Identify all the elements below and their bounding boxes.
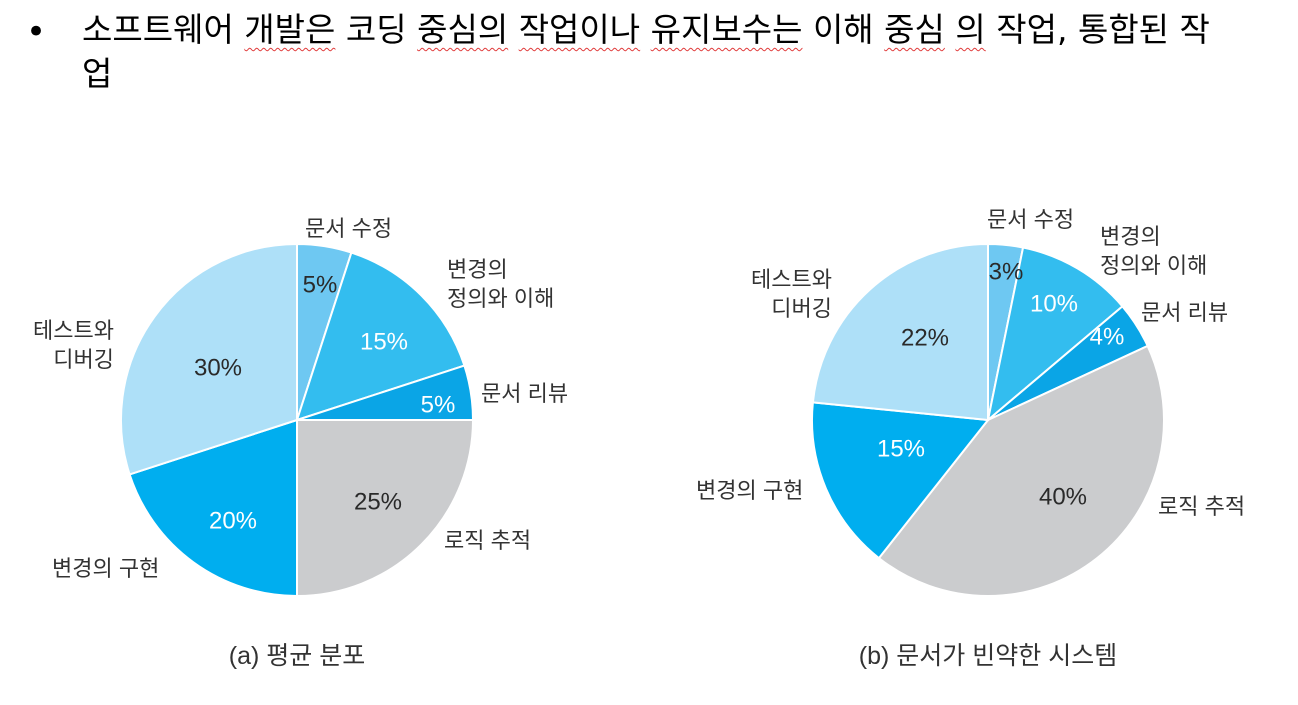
slice-value-label: 30% (194, 354, 242, 381)
slice-value-label: 15% (360, 328, 408, 355)
slice-category-label: 로직 추적 (1158, 494, 1245, 519)
slice-category-label: 변경의 정의와 이해 (1100, 224, 1207, 278)
slice-category-label: 문서 수정 (305, 216, 392, 241)
slice-category-label: 변경의 구현 (696, 478, 803, 503)
slice-value-label: 5% (303, 271, 338, 298)
bullet-text-segment: 코딩 (335, 10, 418, 49)
chart-caption: (b) 문서가 빈약한 시스템 (859, 642, 1117, 670)
bullet-text-segment: 중심 (884, 10, 945, 49)
slice-value-label: 5% (421, 391, 456, 418)
slice-value-label: 4% (1090, 323, 1125, 350)
slice-category-label: 테스트와 디버깅 (751, 267, 832, 321)
slice-value-label: 15% (877, 435, 925, 462)
bullet-text-segment: 중심의 (417, 10, 509, 49)
slice-value-label: 25% (354, 488, 402, 515)
bullet-text: 소프트웨어 개발은 코딩 중심의 작업이나 유지보수는 이해 중심 의 작업, … (82, 8, 1212, 96)
slice-value-label: 22% (901, 324, 949, 351)
bullet-text-segment: 이해 (802, 10, 885, 49)
bullet-text-segment: 작업, 통합된 작업 (82, 10, 1210, 93)
slice-value-label: 20% (209, 507, 257, 534)
slice-category-label: 로직 추적 (444, 528, 531, 553)
bullet-text-segment: 소프트웨어 (82, 10, 245, 49)
bullet-text-segment: 의 (955, 10, 986, 49)
bullet-marker: • (26, 12, 47, 52)
slice-category-label: 문서 리뷰 (1141, 300, 1228, 325)
pie-slice (986, 246, 1124, 423)
chart-caption: (a) 평균 분포 (229, 642, 365, 670)
slice-category-label: 변경의 구현 (52, 556, 159, 581)
pie-slice (120, 242, 298, 476)
bullet-text-segment: 개발은 (244, 10, 336, 49)
slice-category-label: 변경의 정의와 이해 (447, 257, 554, 311)
slice-value-label: 3% (989, 258, 1024, 285)
slice-category-label: 문서 리뷰 (481, 381, 568, 406)
pie-slice (296, 419, 475, 598)
pie-slice (128, 418, 298, 598)
pie-slice (811, 242, 989, 422)
slice-value-label: 40% (1039, 483, 1087, 510)
bullet-text-segment: 작업이나 (518, 10, 641, 49)
pie-slice (811, 401, 990, 560)
bullet-text-segment: 유지보수는 (650, 10, 803, 49)
slice-value-label: 10% (1030, 290, 1078, 317)
pie-slice (877, 344, 1165, 597)
slice-category-label: 문서 수정 (987, 207, 1074, 232)
slice-category-label: 테스트와 디버깅 (33, 318, 114, 372)
pie-slice (295, 251, 466, 422)
